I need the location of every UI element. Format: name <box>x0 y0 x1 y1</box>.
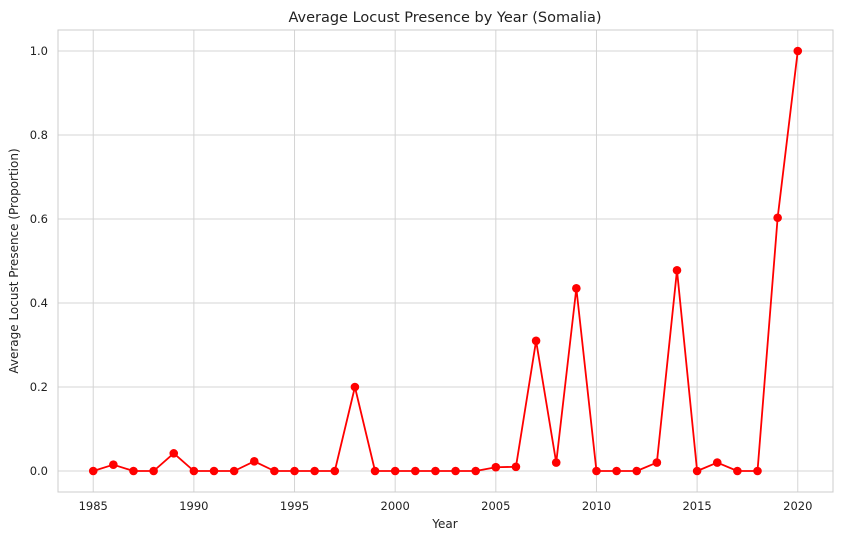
data-point <box>390 466 400 476</box>
data-point <box>109 460 118 470</box>
data-point <box>451 466 460 476</box>
y-tick-label: 0.8 <box>30 128 48 142</box>
data-point <box>370 466 380 476</box>
y-tick-label: 0.4 <box>30 296 48 310</box>
data-point <box>270 466 279 476</box>
data-point <box>652 458 662 467</box>
y-tick-label: 0.0 <box>30 464 48 478</box>
data-point <box>169 449 179 458</box>
data-point <box>511 462 521 472</box>
x-tick-label: 2000 <box>381 499 410 513</box>
series-layer <box>88 46 803 476</box>
data-point <box>350 382 360 392</box>
data-point <box>612 466 621 476</box>
x-tick-label: 2010 <box>582 499 611 513</box>
data-point <box>189 466 199 476</box>
grid-lines <box>58 30 833 492</box>
data-point <box>209 466 219 476</box>
y-tick-label: 0.2 <box>30 380 48 394</box>
data-point <box>592 466 601 476</box>
x-tick-label: 2020 <box>783 499 812 513</box>
data-point <box>753 466 762 476</box>
x-tick-label: 1985 <box>79 499 108 513</box>
data-point <box>411 466 420 476</box>
y-tick-label: 1.0 <box>30 44 48 58</box>
data-point <box>672 265 682 275</box>
data-point <box>88 466 98 476</box>
data-point <box>290 466 299 476</box>
data-point <box>632 466 642 476</box>
data-point <box>551 458 561 467</box>
x-tick-label: 1995 <box>280 499 309 513</box>
data-point <box>572 284 581 293</box>
data-point <box>330 466 340 476</box>
data-point <box>531 336 541 346</box>
series-line <box>92 50 799 472</box>
data-point <box>229 466 239 476</box>
data-point <box>149 466 158 476</box>
data-point <box>471 466 480 476</box>
data-point <box>733 466 742 476</box>
x-axis-label: Year <box>431 517 457 531</box>
data-point <box>692 466 702 476</box>
tick-labels: 1985 1990 1995 2000 2005 2010 2015 2020 0.0 0.2 0.… <box>30 44 813 513</box>
x-tick-label: 2005 <box>481 499 510 513</box>
data-point <box>773 213 782 223</box>
x-tick-label: 1990 <box>179 499 208 513</box>
plot-frame <box>57 29 834 493</box>
y-axis-label: Average Locust Presence (Proportion) <box>7 148 21 373</box>
data-point <box>431 466 440 476</box>
y-tick-label: 0.6 <box>30 212 48 226</box>
data-point <box>310 466 319 476</box>
data-point <box>491 462 501 472</box>
x-tick-label: 2015 <box>682 499 711 513</box>
data-point <box>249 457 259 466</box>
data-point <box>712 458 722 467</box>
chart-title: Average Locust Presence by Year (Somalia… <box>288 10 601 26</box>
data-point <box>793 46 803 56</box>
data-point <box>129 466 138 476</box>
